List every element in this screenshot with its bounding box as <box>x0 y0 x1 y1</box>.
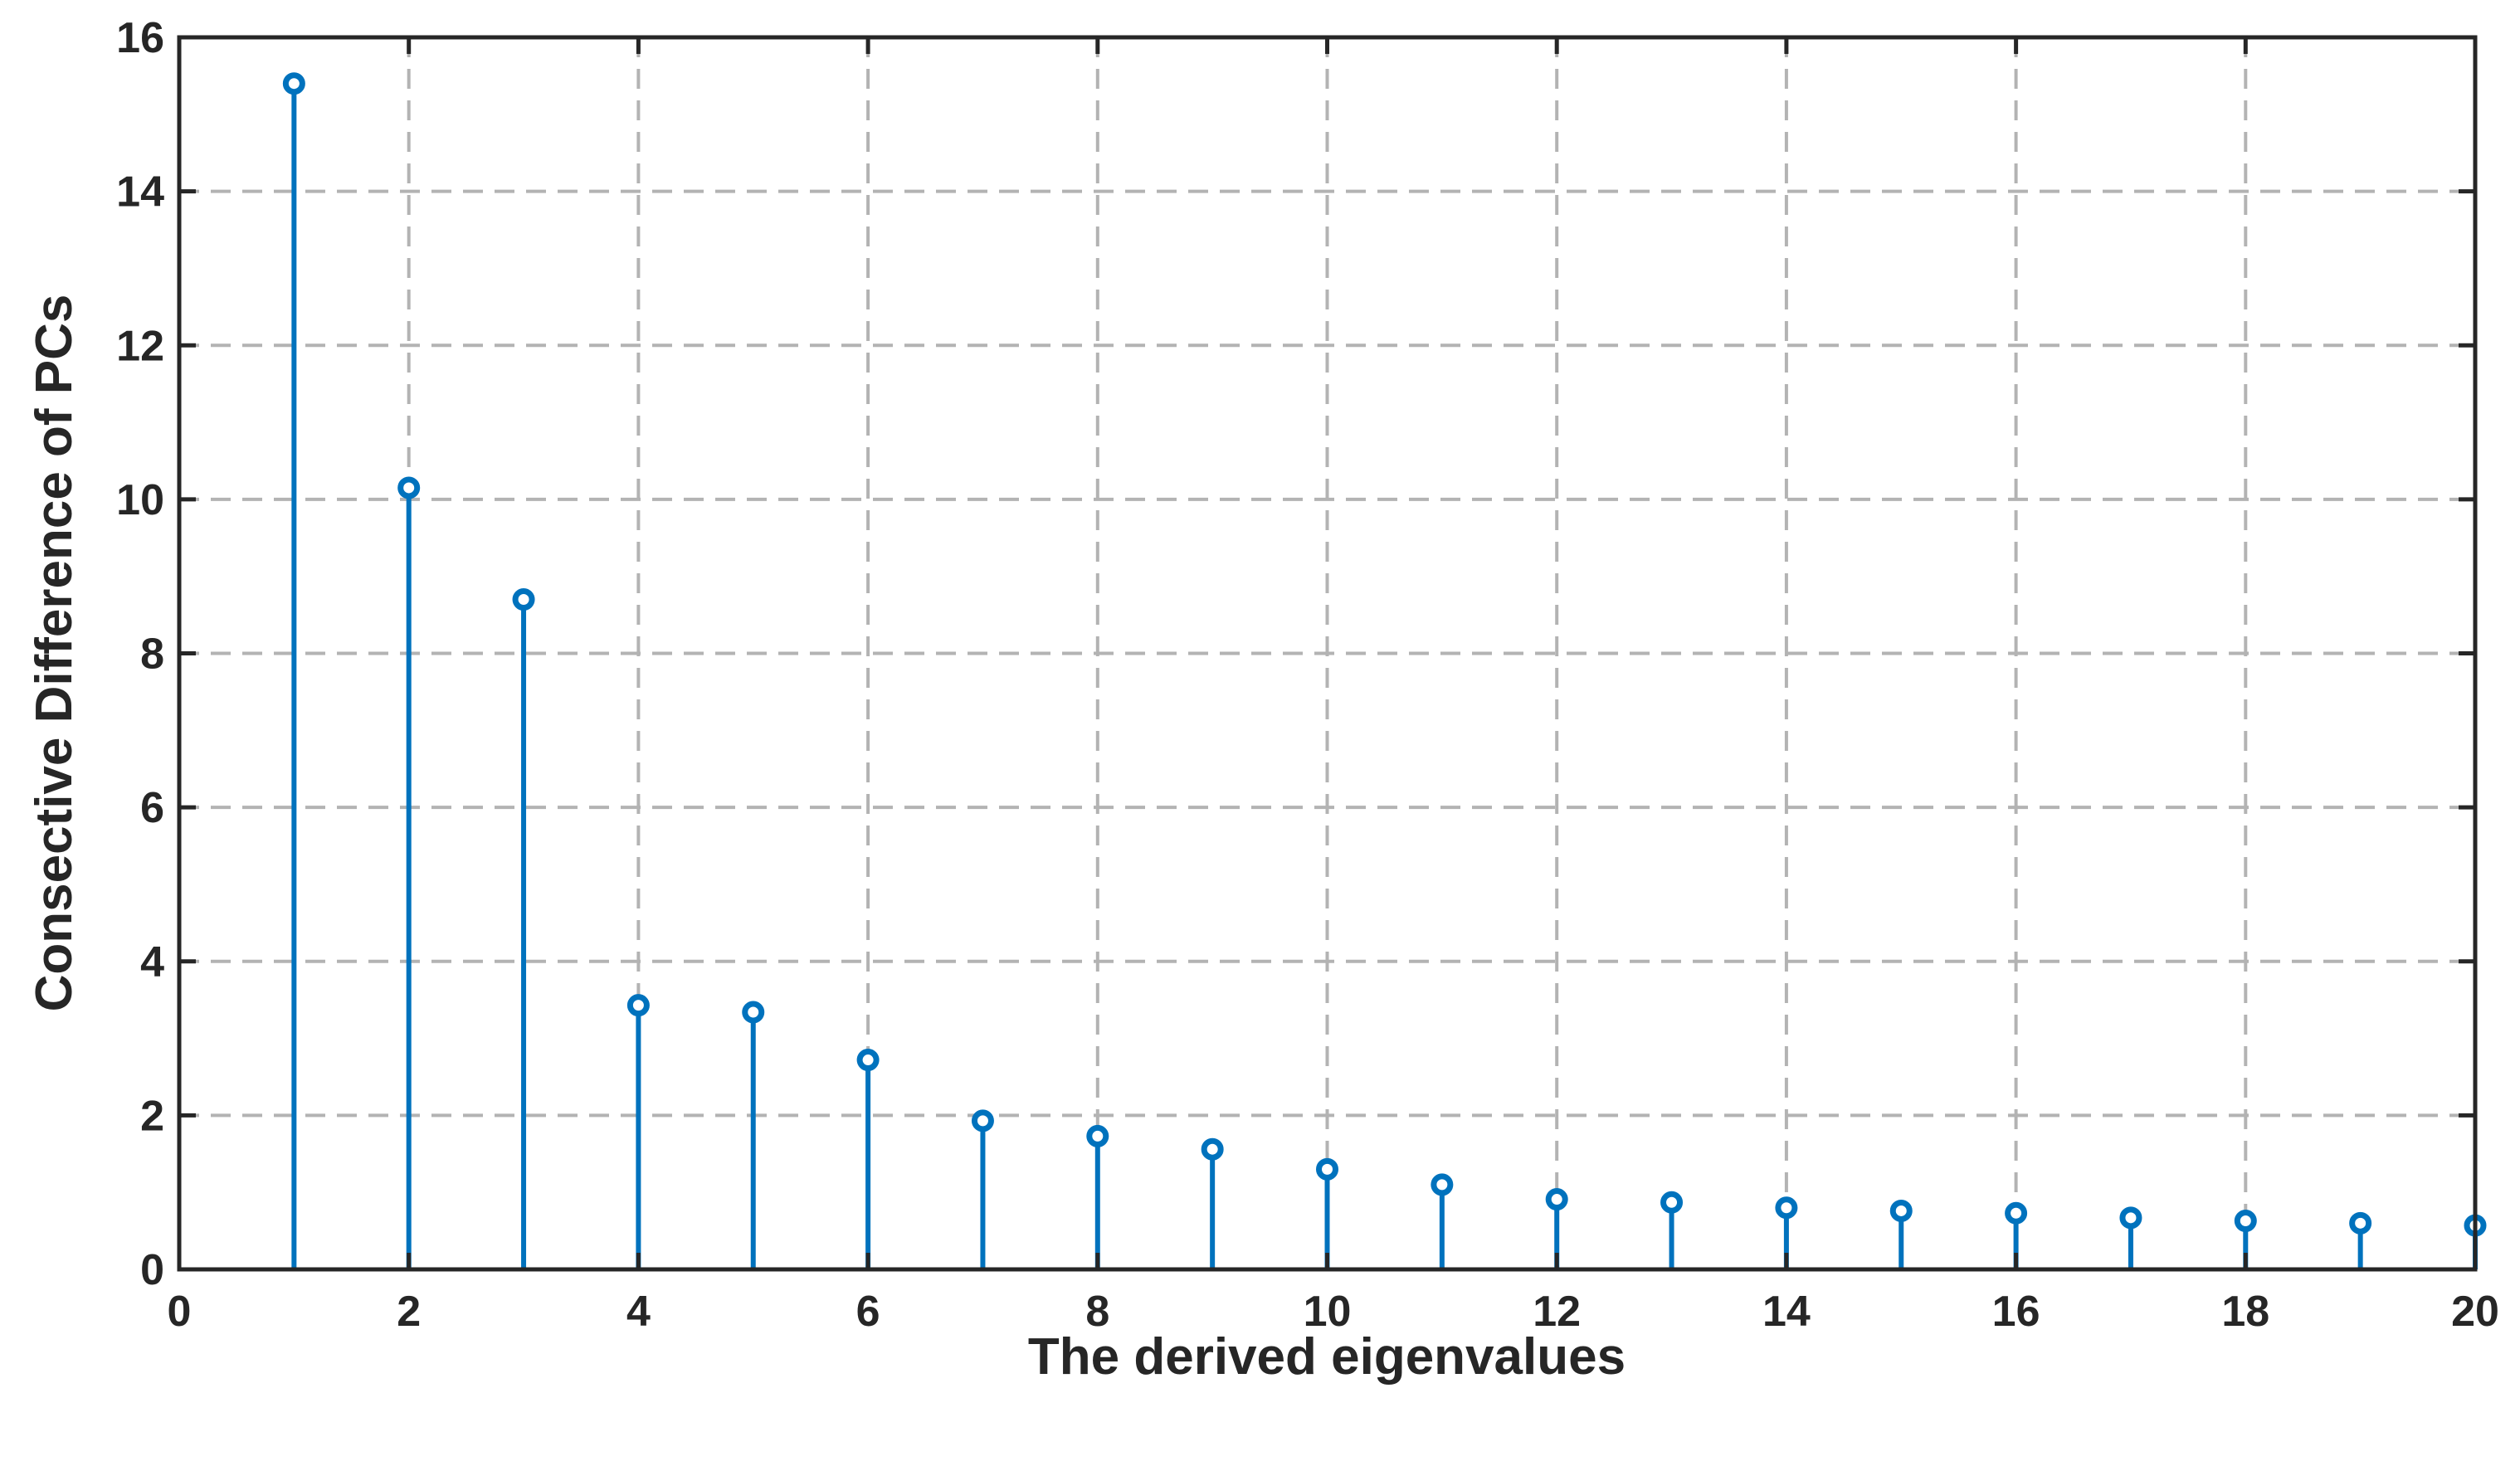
stem-marker <box>1086 1124 1109 1147</box>
stem-marker <box>971 1109 994 1132</box>
x-tick-label: 18 <box>2221 1288 2269 1336</box>
grid-lines <box>179 37 2475 1269</box>
y-axis-title: Consective Difference of PCs <box>26 295 83 1012</box>
x-tick-label: 14 <box>1762 1288 1811 1336</box>
x-tick-label: 4 <box>626 1288 651 1336</box>
stem-marker <box>1431 1173 1454 1196</box>
x-tick-label: 2 <box>397 1288 421 1336</box>
stem-marker <box>1545 1188 1568 1211</box>
y-tick-label: 12 <box>116 322 164 370</box>
x-tick-label: 6 <box>856 1288 880 1336</box>
stem-marker <box>282 72 305 95</box>
x-tick-label: 20 <box>2451 1288 2499 1336</box>
tick-labels: 0 2 4 6 8 10 12 14 16 18 20 0 2 4 6 8 10 12 14 16 <box>116 14 2499 1336</box>
stem-marker <box>626 994 650 1017</box>
y-tick-label: 14 <box>116 168 164 217</box>
stem-series <box>282 72 2487 1269</box>
x-tick-label: 12 <box>1533 1288 1581 1336</box>
x-axis-title: The derived eigenvalues <box>1028 1328 1626 1386</box>
stem-marker <box>1775 1196 1798 1220</box>
y-tick-label: 4 <box>140 938 164 986</box>
x-tick-label: 0 <box>168 1288 192 1336</box>
stem-marker <box>512 588 535 611</box>
stem-marker <box>856 1049 880 1072</box>
stem-marker <box>1316 1157 1338 1181</box>
y-tick-label: 10 <box>116 476 164 524</box>
x-tick-label: 8 <box>1085 1288 1109 1336</box>
stem-marker <box>2349 1211 2372 1235</box>
y-tick-label: 2 <box>140 1092 164 1140</box>
x-tick-label: 16 <box>1992 1288 2040 1336</box>
stem-marker <box>742 1001 765 1024</box>
stem-marker <box>2234 1210 2257 1233</box>
y-tick-label: 8 <box>140 631 164 679</box>
stem-marker <box>1201 1137 1224 1161</box>
stem-marker <box>1889 1199 1913 1222</box>
axis-ticks <box>177 35 2478 1272</box>
y-tick-label: 16 <box>116 14 164 62</box>
x-tick-label: 10 <box>1304 1288 1352 1336</box>
stem-marker <box>1660 1191 1684 1214</box>
stem-marker <box>2119 1206 2142 1230</box>
stem-marker <box>2005 1201 2028 1225</box>
y-tick-label: 0 <box>140 1246 164 1294</box>
y-tick-label: 6 <box>140 784 164 832</box>
stem-marker <box>397 476 421 499</box>
